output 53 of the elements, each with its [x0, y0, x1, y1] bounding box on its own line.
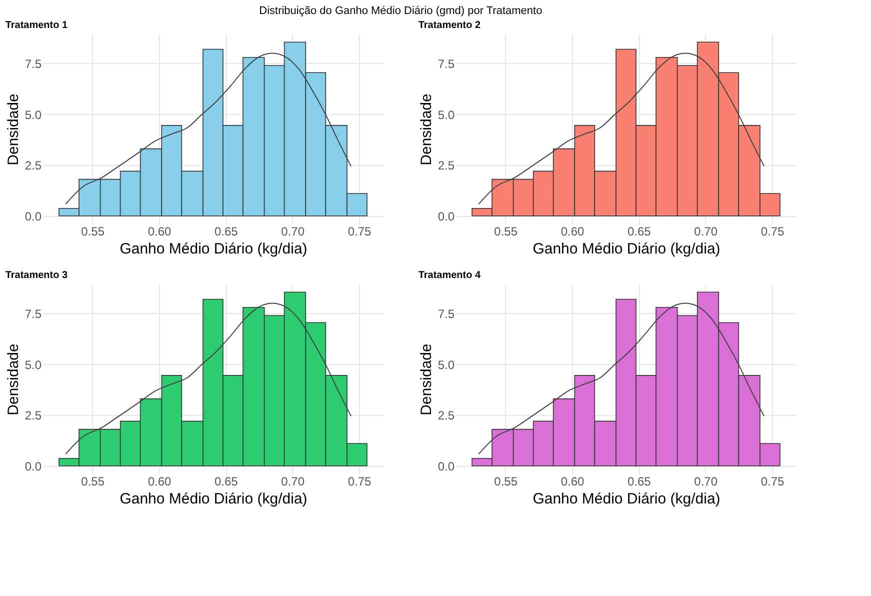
x-axis-title: Ganho Médio Diário (kg/dia) [532, 240, 720, 258]
y-tick-label: 0.0 [24, 459, 42, 474]
line-series [478, 52, 764, 205]
y-tick-label: 5.0 [24, 358, 42, 372]
x-tick-label: 0.70 [281, 474, 305, 488]
chart-title: Tratamento 2 [418, 20, 481, 31]
y-tick-label: 2.5 [24, 408, 42, 423]
x-tick-label: 0.55 [494, 474, 518, 488]
x-tick-label: 0.60 [148, 474, 172, 488]
y-tick-label: 7.5 [24, 56, 42, 71]
x-axis-title: Ganho Médio Diário (kg/dia) [532, 490, 720, 508]
y-tick-label: 2.5 [438, 408, 455, 423]
x-tick-label: 0.65 [214, 474, 238, 488]
y-axis-title: Densidade [4, 344, 22, 416]
x-axis-title: Ganho Médio Diário (kg/dia) [120, 490, 308, 508]
y-tick-label: 7.5 [24, 306, 42, 321]
x-tick-label: 0.70 [694, 474, 718, 488]
y-tick-label: 0.0 [438, 209, 455, 224]
x-tick-label: 0.60 [560, 474, 584, 488]
x-tick-label: 0.75 [348, 474, 372, 488]
text: Distribuição do Ganho Médio Diário (gmd) por Tratamento [259, 5, 542, 17]
x-tick-label: 0.55 [81, 474, 105, 488]
y-tick-label: 0.0 [24, 209, 42, 224]
y-tick-label: 7.5 [438, 306, 455, 321]
x-tick-label: 0.75 [760, 474, 784, 488]
x-tick-label: 0.75 [760, 224, 784, 238]
chart-title: Tratamento 4 [418, 270, 481, 281]
x-tick-label: 0.70 [694, 224, 718, 238]
y-tick-label: 5.0 [24, 108, 42, 122]
y-axis-title: Densidade [418, 344, 435, 416]
y-tick-label: 0.0 [438, 459, 455, 474]
x-axis-title: Ganho Médio Diário (kg/dia) [120, 240, 308, 258]
chart-title: Tratamento 3 [5, 270, 68, 281]
x-tick-label: 0.65 [214, 224, 238, 238]
line-series [478, 302, 764, 455]
y-tick-label: 5.0 [438, 108, 455, 122]
y-tick-label: 7.5 [438, 56, 455, 71]
y-axis-title: Densidade [4, 94, 22, 166]
y-axis-title: Densidade [418, 94, 435, 166]
line-series [65, 302, 352, 455]
x-tick-label: 0.55 [494, 224, 518, 238]
y-tick-label: 2.5 [438, 158, 455, 173]
x-tick-label: 0.55 [81, 224, 105, 238]
y-tick-label: 5.0 [438, 358, 455, 372]
x-tick-label: 0.60 [560, 224, 584, 238]
line-series [65, 52, 352, 205]
x-tick-label: 0.65 [627, 474, 652, 488]
x-tick-label: 0.65 [627, 224, 652, 238]
x-tick-label: 0.60 [148, 224, 172, 238]
y-tick-label: 2.5 [24, 158, 42, 173]
x-tick-label: 0.75 [348, 224, 372, 238]
x-tick-label: 0.70 [281, 224, 305, 238]
chart-title: Tratamento 1 [5, 20, 68, 31]
